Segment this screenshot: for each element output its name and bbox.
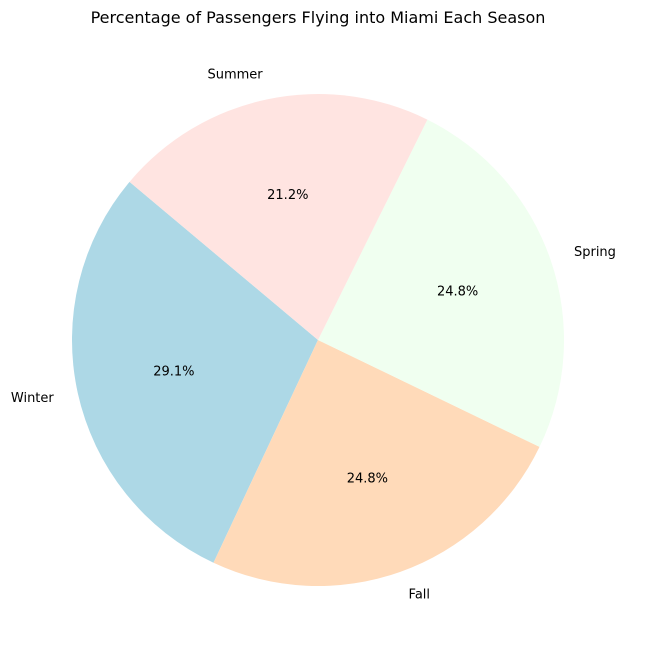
pie-slice-spring bbox=[318, 119, 564, 447]
slice-label-fall: Fall bbox=[409, 588, 430, 603]
pie-labels: Winter 29.1% Fall 24.8% Spring 24.8% Summer 21.… bbox=[11, 68, 616, 603]
slice-label-winter: Winter bbox=[11, 391, 55, 406]
slice-label-summer: Summer bbox=[207, 68, 263, 83]
slice-percent-fall: 24.8% bbox=[347, 472, 388, 487]
pie-slices bbox=[71, 93, 564, 587]
chart-title: Percentage of Passengers Flying into Mia… bbox=[90, 8, 546, 27]
pie-slice-summer bbox=[129, 93, 428, 340]
pie-slice-winter bbox=[71, 181, 318, 563]
slice-percent-spring: 24.8% bbox=[437, 285, 478, 300]
slice-label-spring: Spring bbox=[574, 245, 616, 260]
slice-percent-winter: 29.1% bbox=[153, 364, 194, 379]
slice-percent-summer: 21.2% bbox=[267, 188, 308, 203]
pie-slice-fall bbox=[213, 340, 540, 587]
